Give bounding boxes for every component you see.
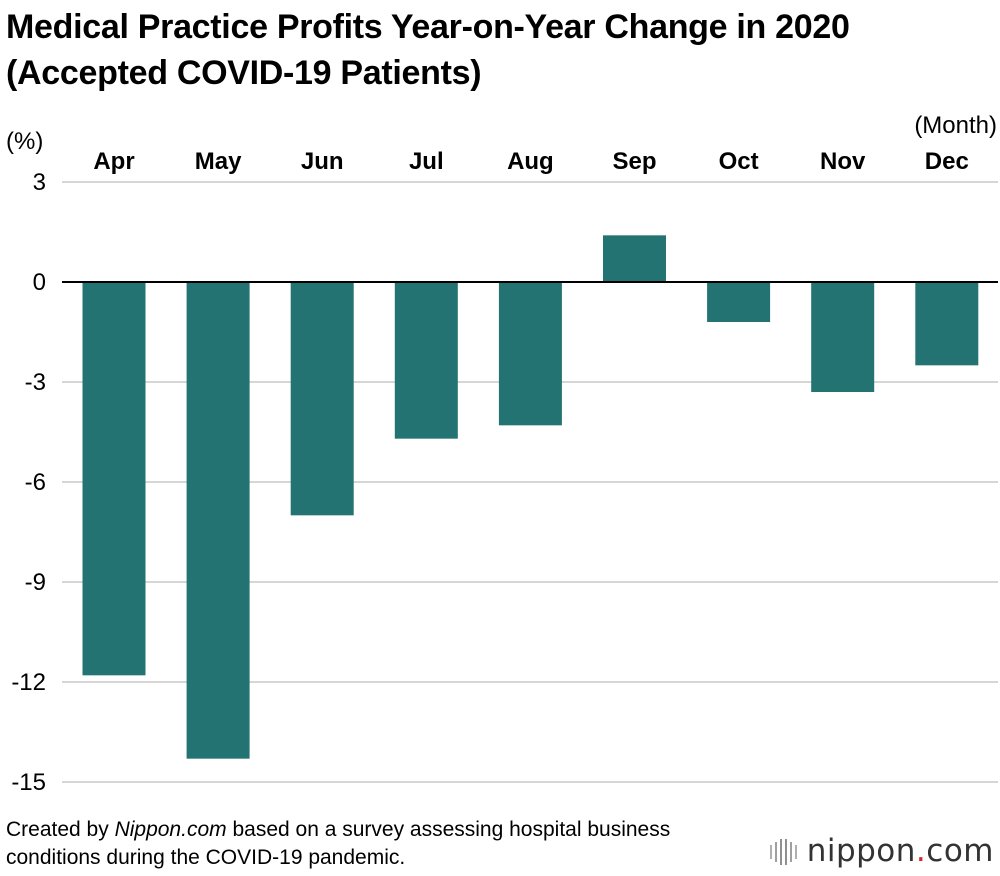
- month-labels: Apr May Jun Jul Aug Sep Oct Nov Dec: [93, 148, 968, 175]
- bar-nov: [811, 282, 875, 392]
- chart-title-line-1: Medical Practice Profits Year-on-Year Ch…: [6, 8, 850, 46]
- bar-chart: (%) (Month) 30-3-6-9-12-15 Apr May Jun Jul A…: [6, 112, 998, 796]
- bar-aug: [498, 282, 562, 426]
- month-label-aug: Aug: [507, 148, 554, 175]
- chart-title-line-2: (Accepted COVID-19 Patients): [6, 54, 482, 92]
- month-label-sep: Sep: [612, 148, 656, 175]
- y-tick-label: -12: [11, 669, 46, 696]
- x-axis-unit-label: (Month): [914, 112, 997, 139]
- y-tick-label: -6: [25, 469, 46, 496]
- bar-may: [186, 282, 250, 759]
- y-tick-label: -15: [11, 769, 46, 796]
- source-note: Created by Nippon.com based on a survey …: [6, 816, 726, 872]
- month-label-may: May: [195, 148, 242, 175]
- bar-jul: [394, 282, 458, 439]
- chart-title: Medical Practice Profits Year-on-Year Ch…: [6, 4, 996, 96]
- month-label-oct: Oct: [719, 148, 759, 175]
- bar-jun: [290, 282, 354, 516]
- logo-bars-icon: [769, 839, 797, 865]
- y-tick-labels: 3 0 -3 -6 -9 -12 -15: [11, 169, 46, 796]
- y-tick-label: -3: [25, 369, 46, 396]
- bar-apr: [82, 282, 146, 676]
- nippon-logo: nippon.com: [769, 833, 994, 869]
- y-tick-label: 0: [33, 269, 46, 296]
- y-axis-unit-label: (%): [6, 128, 43, 155]
- y-tick-label: -9: [25, 569, 46, 596]
- bars: [82, 235, 979, 759]
- month-label-dec: Dec: [925, 148, 969, 175]
- month-label-nov: Nov: [820, 148, 866, 175]
- y-tick-label: 3: [33, 169, 46, 196]
- bar-oct: [707, 282, 771, 322]
- logo-dot: .: [915, 833, 927, 869]
- bar-dec: [915, 282, 979, 366]
- month-label-jun: Jun: [301, 148, 344, 175]
- source-note-prefix: Created by: [6, 818, 115, 841]
- month-label-jul: Jul: [409, 148, 444, 175]
- source-name: Nippon.com: [114, 818, 227, 841]
- month-label-apr: Apr: [93, 148, 134, 175]
- bar-sep: [603, 235, 666, 282]
- logo-name: nippon: [806, 833, 916, 869]
- logo-tld: com: [926, 833, 994, 869]
- source-note-suffix: based on a survey assessing hospital bus…: [6, 818, 671, 869]
- logo-wordmark: nippon.com: [807, 833, 994, 869]
